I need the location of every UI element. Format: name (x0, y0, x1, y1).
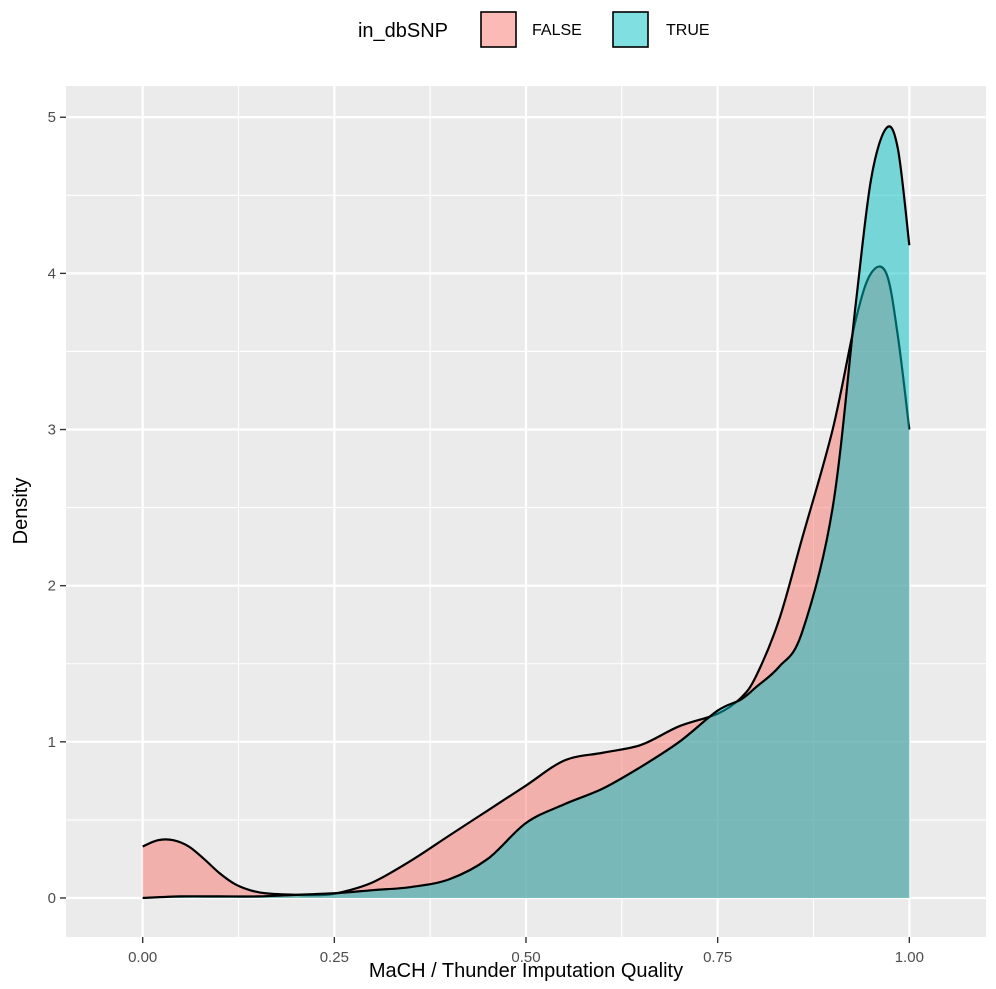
legend-label-true: TRUE (666, 22, 710, 39)
x-axis-title: MaCH / Thunder Imputation Quality (369, 960, 683, 982)
y-axis: 0 1 2 3 4 5 (48, 109, 66, 907)
y-tick-label: 2 (48, 578, 56, 595)
legend-title: in_dbSNP (358, 20, 448, 42)
x-tick-label: 1.00 (895, 949, 924, 966)
x-tick-label: 0.75 (703, 949, 732, 966)
density-areas (142, 125, 911, 900)
y-tick-label: 0 (48, 890, 56, 907)
legend: in_dbSNP FALSE TRUE (358, 11, 710, 48)
x-tick-label: 0.25 (320, 949, 349, 966)
x-axis: 0.00 0.25 0.50 0.75 1.00 (128, 937, 924, 966)
x-tick-label: 0.00 (128, 949, 157, 966)
density-line-true (142, 125, 911, 900)
y-tick-label: 4 (48, 265, 56, 282)
legend-key-false (480, 11, 517, 48)
y-tick-label: 5 (48, 109, 56, 126)
x-tick-label: 0.50 (511, 949, 540, 966)
y-axis-title: Density (10, 478, 32, 545)
legend-key-true (612, 11, 649, 48)
y-tick-label: 1 (48, 734, 56, 751)
density-fill-true (142, 126, 910, 898)
legend-label-false: FALSE (532, 22, 582, 39)
y-tick-label: 3 (48, 422, 56, 439)
density-line-false (142, 265, 911, 897)
